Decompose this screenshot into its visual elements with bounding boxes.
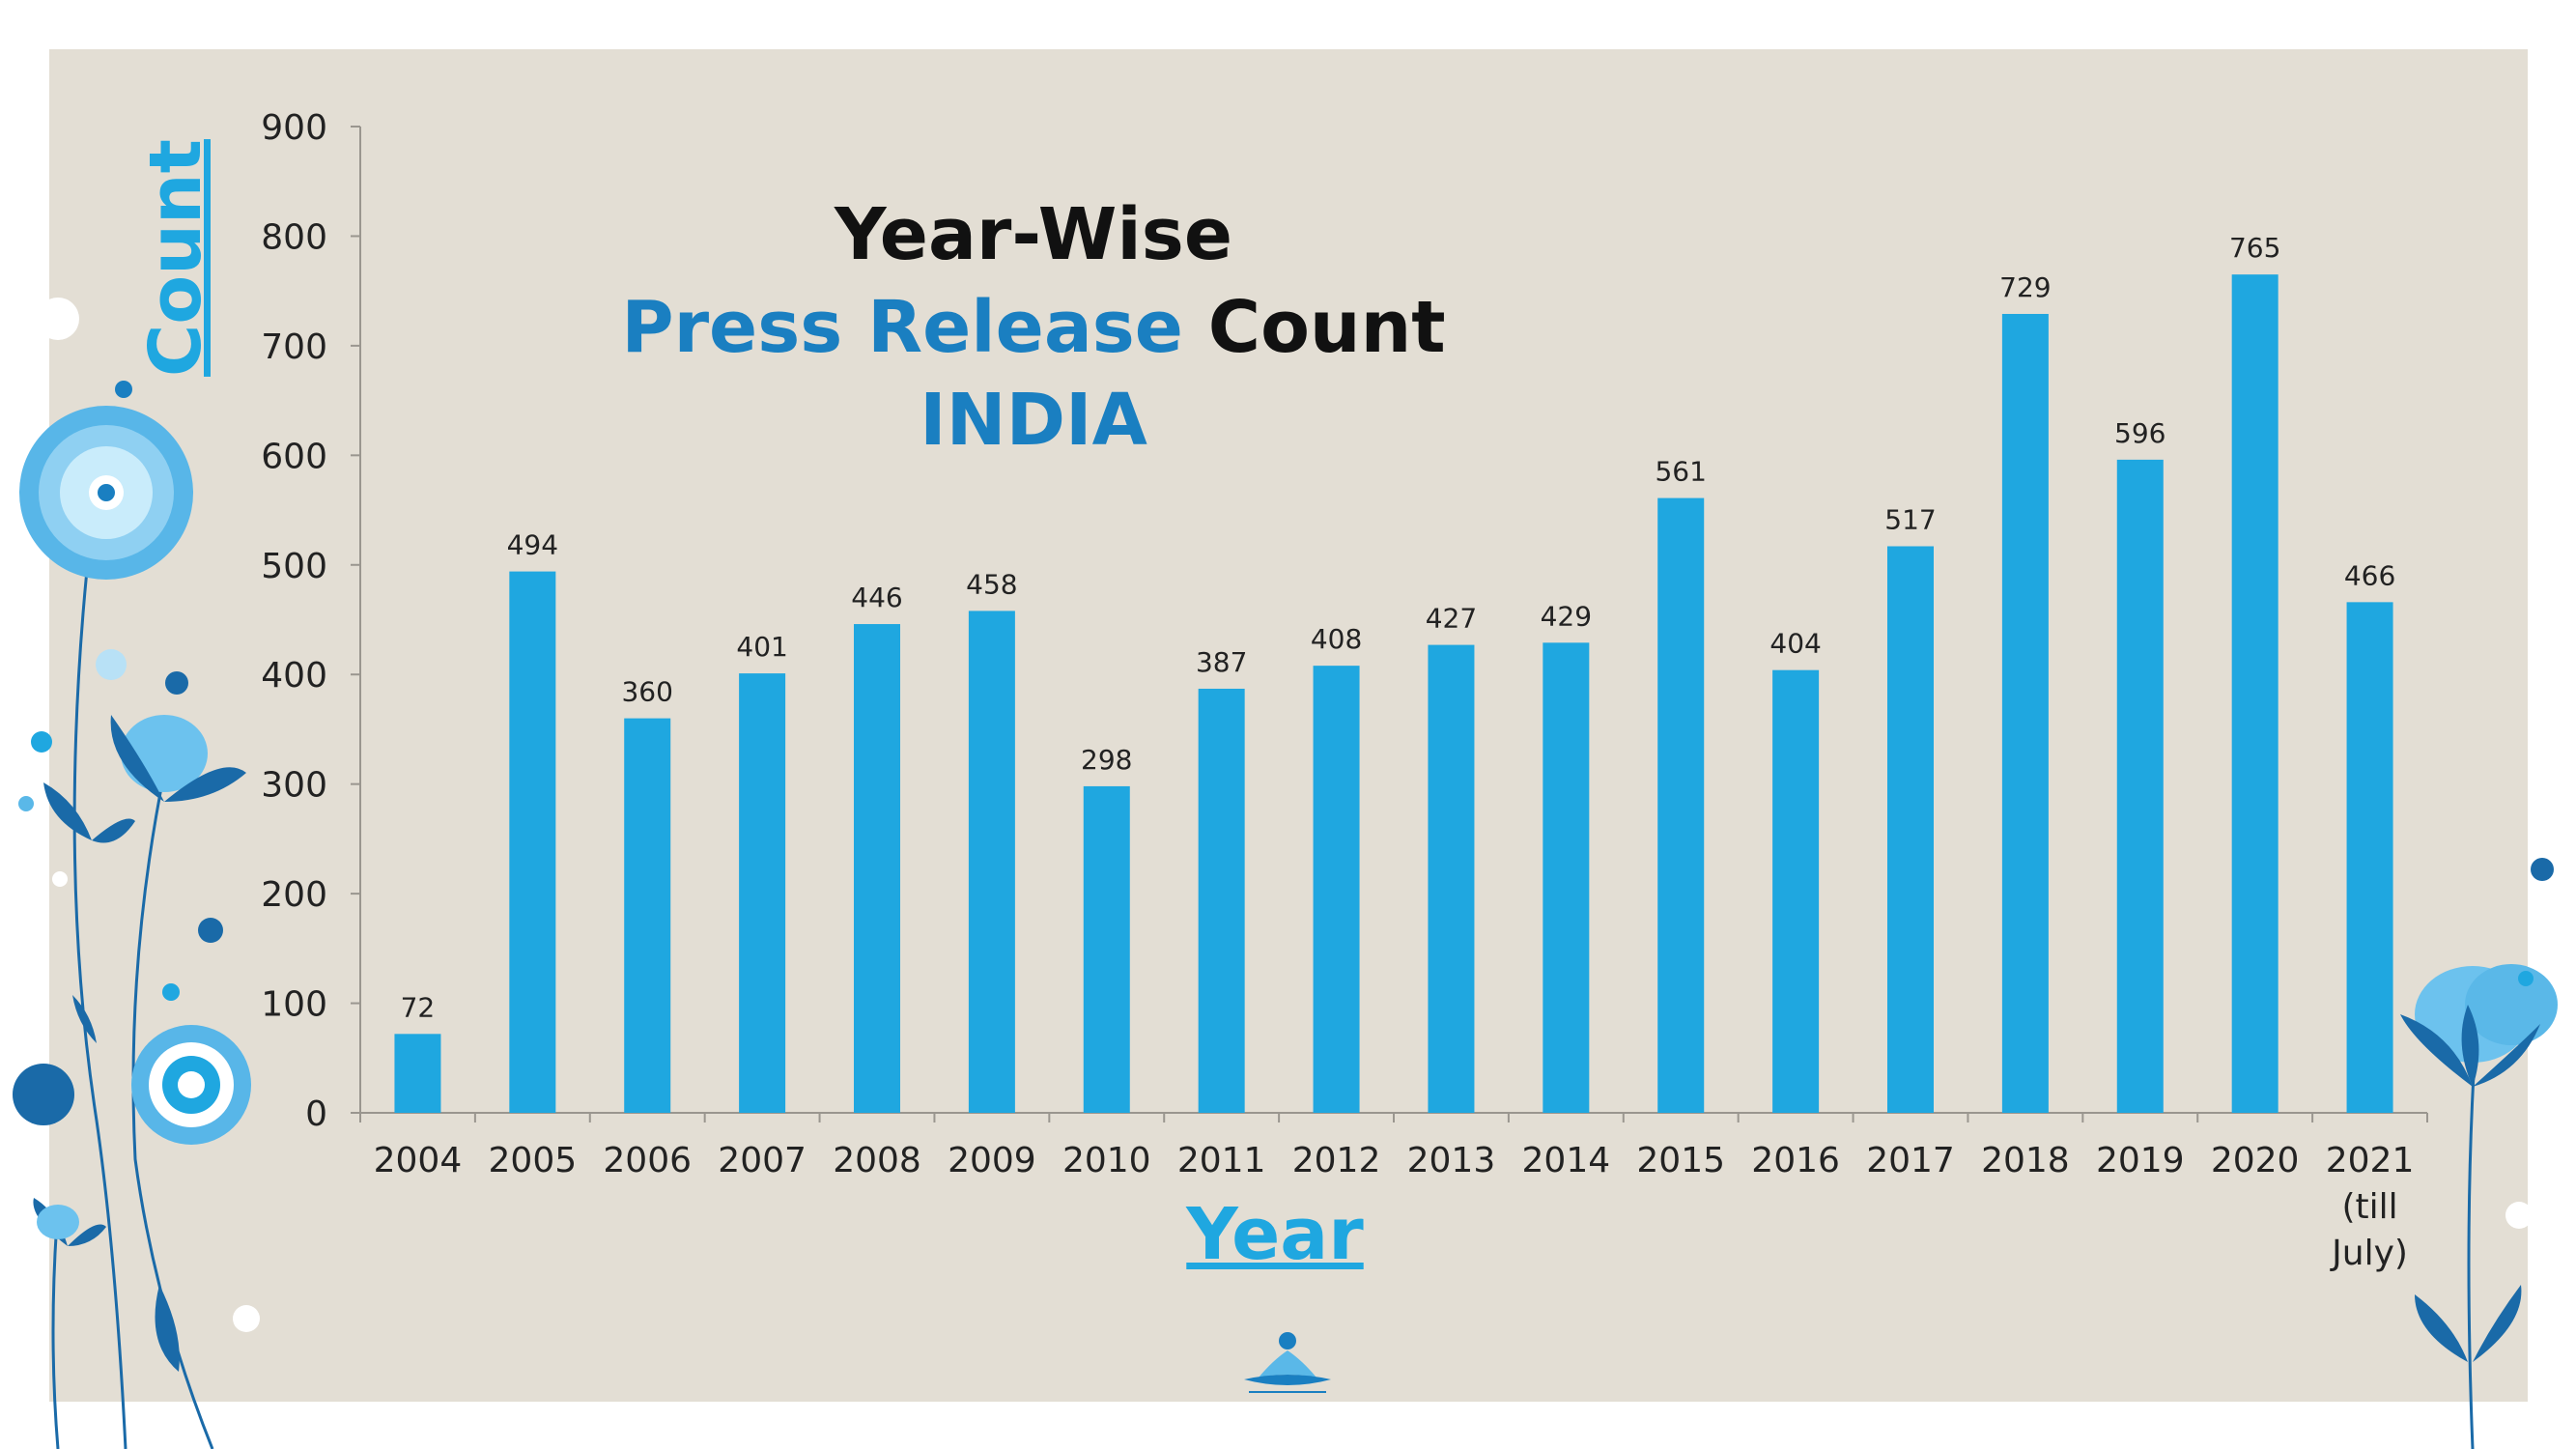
y-tick-label: 700 xyxy=(261,327,327,367)
x-tick-label: 2014 xyxy=(1522,1141,1611,1180)
x-tick-label: 2009 xyxy=(948,1141,1036,1180)
data-label: 596 xyxy=(2114,417,2166,449)
x-tick-label: 2011 xyxy=(1177,1141,1266,1180)
x-tick-label: 2012 xyxy=(1292,1141,1381,1180)
y-tick-label: 800 xyxy=(261,217,327,257)
data-label: 427 xyxy=(1426,603,1477,635)
bar xyxy=(509,571,556,1113)
chart-title-accent: Press Release xyxy=(621,286,1183,369)
x-tick-label: 2015 xyxy=(1636,1141,1725,1180)
data-label: 729 xyxy=(1999,271,2051,303)
bar xyxy=(1198,688,1245,1113)
y-tick-label: 100 xyxy=(261,985,327,1025)
data-label: 387 xyxy=(1196,646,1247,678)
data-label: 561 xyxy=(1655,456,1706,488)
data-label: 72 xyxy=(401,991,436,1023)
bar xyxy=(2346,602,2393,1113)
data-label: 298 xyxy=(1081,744,1132,776)
bar xyxy=(1083,785,1130,1113)
x-tick-label: 2006 xyxy=(603,1141,692,1180)
x-tick-label: 2019 xyxy=(2096,1141,2185,1180)
bar xyxy=(854,624,900,1113)
y-tick-label: 600 xyxy=(261,437,327,476)
x-tick-label: 2004 xyxy=(374,1141,463,1180)
bar xyxy=(1657,497,1705,1113)
y-tick-label: 900 xyxy=(261,108,327,148)
y-tick-label: 0 xyxy=(305,1094,327,1134)
bar xyxy=(624,718,671,1113)
x-tick-label: 2005 xyxy=(489,1141,578,1180)
bar xyxy=(394,1034,441,1113)
bar xyxy=(1772,669,1820,1113)
data-label: 765 xyxy=(2229,232,2280,264)
bar xyxy=(968,611,1015,1113)
data-label: 466 xyxy=(2344,559,2395,591)
y-tick-label: 400 xyxy=(261,656,327,696)
bar xyxy=(1428,644,1475,1113)
bar xyxy=(1887,546,1934,1113)
y-axis-label-box: Count xyxy=(134,139,217,377)
x-tick-label: 2013 xyxy=(1407,1141,1496,1180)
bar xyxy=(739,673,786,1113)
chart-title-dark: Count xyxy=(1183,286,1446,369)
x-tick-label: 2008 xyxy=(833,1141,921,1180)
x-tick-label: 2016 xyxy=(1751,1141,1840,1180)
data-label: 458 xyxy=(966,568,1017,600)
data-label: 429 xyxy=(1541,600,1592,632)
data-label: 494 xyxy=(507,529,558,561)
data-label: 408 xyxy=(1311,623,1362,655)
y-tick-label: 200 xyxy=(261,875,327,915)
x-tick-label: 2018 xyxy=(1981,1141,2070,1180)
data-label: 360 xyxy=(621,676,672,708)
x-tick-label: 2020 xyxy=(2211,1141,2300,1180)
chart-title-line1: Year-Wise xyxy=(834,193,1233,276)
x-axis-label: Year xyxy=(1186,1193,1364,1276)
x-tick-label: 2021 (till July) xyxy=(2326,1141,2415,1273)
flower-icon xyxy=(2400,858,2558,1449)
y-tick-label: 300 xyxy=(261,766,327,806)
data-label: 404 xyxy=(1769,628,1821,660)
y-axis-label: Count xyxy=(134,139,217,377)
y-tick-label: 500 xyxy=(261,547,327,586)
chart-panel xyxy=(49,49,2528,1402)
flower-icon xyxy=(13,298,260,1449)
bar xyxy=(1313,666,1360,1113)
x-tick-label: 2007 xyxy=(718,1141,807,1180)
bar xyxy=(1543,642,1590,1113)
data-label: 517 xyxy=(1884,503,1936,535)
bar xyxy=(2231,274,2279,1113)
chart-title-line3: INDIA xyxy=(920,379,1147,462)
x-tick-label: 2017 xyxy=(1866,1141,1955,1180)
chart-title-line2: Press Release Count xyxy=(541,286,1526,369)
x-tick-label: 2010 xyxy=(1062,1141,1151,1180)
data-label: 401 xyxy=(736,631,787,663)
data-label: 446 xyxy=(851,582,902,613)
meditation-logo-icon xyxy=(1244,1332,1331,1393)
bar xyxy=(2001,313,2049,1113)
bar xyxy=(2116,459,2164,1114)
